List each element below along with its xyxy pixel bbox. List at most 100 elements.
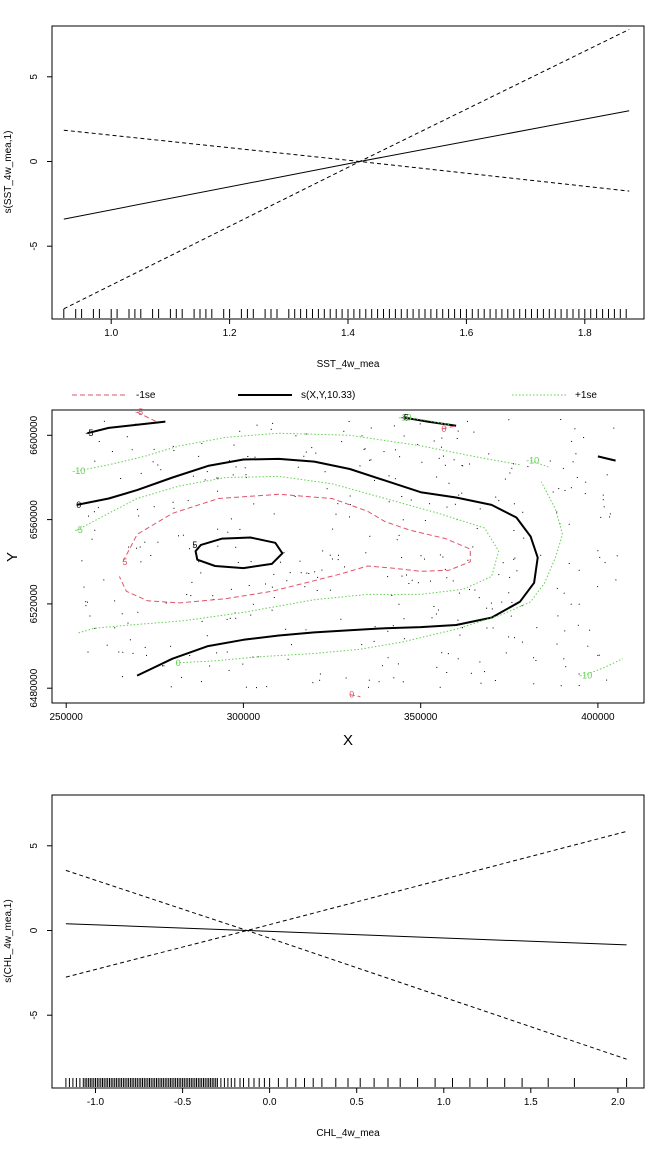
- data-point: [329, 589, 331, 591]
- data-point: [91, 538, 93, 540]
- data-point: [378, 681, 380, 683]
- data-point: [392, 625, 394, 627]
- data-point: [139, 546, 141, 548]
- data-point: [599, 556, 601, 558]
- data-point: [480, 682, 482, 684]
- data-point: [152, 461, 154, 463]
- sst-x-axis-label: SST_4w_mea: [317, 359, 380, 370]
- data-point: [459, 634, 461, 636]
- data-point: [577, 624, 579, 626]
- data-point: [457, 658, 459, 660]
- data-point: [402, 519, 404, 521]
- contour-label: 0: [349, 690, 354, 700]
- data-point: [138, 515, 140, 517]
- data-point: [235, 466, 237, 468]
- data-point: [157, 541, 159, 543]
- contour-label: -5: [85, 428, 93, 438]
- data-point: [324, 471, 326, 473]
- data-point: [317, 576, 319, 578]
- data-point: [420, 555, 422, 557]
- data-point: [170, 645, 172, 647]
- data-point: [578, 569, 580, 571]
- x-tick-label: 400000: [581, 712, 615, 723]
- data-point: [306, 572, 308, 574]
- data-point: [514, 637, 515, 639]
- data-point: [564, 490, 566, 491]
- data-point: [398, 534, 400, 536]
- data-point: [597, 550, 599, 552]
- data-point: [495, 496, 497, 498]
- data-point: [89, 615, 91, 617]
- data-point: [365, 552, 367, 554]
- data-point: [245, 476, 247, 478]
- data-point: [368, 679, 370, 681]
- data-point: [85, 605, 87, 607]
- data-point: [321, 569, 323, 571]
- data-point: [271, 586, 273, 588]
- data-point: [556, 587, 558, 589]
- data-point: [245, 686, 247, 688]
- data-point: [232, 474, 234, 476]
- data-point: [511, 602, 513, 603]
- data-point: [181, 676, 182, 678]
- data-point: [144, 541, 146, 543]
- data-point: [103, 579, 105, 581]
- x-tick-label: 300000: [227, 712, 261, 723]
- data-point: [439, 686, 441, 688]
- data-point: [287, 658, 289, 660]
- data-point: [533, 683, 535, 685]
- data-point: [87, 651, 89, 653]
- contour-label: -5: [75, 525, 83, 535]
- data-point: [585, 481, 587, 483]
- y-tick-label: 5: [29, 843, 40, 849]
- data-point: [265, 583, 266, 585]
- data-point: [510, 615, 512, 617]
- data-point: [189, 548, 190, 550]
- data-point: [254, 456, 256, 458]
- data-point: [172, 445, 174, 447]
- data-point: [417, 582, 419, 584]
- data-point: [387, 630, 389, 632]
- data-point: [250, 614, 252, 616]
- data-point: [201, 620, 203, 622]
- data-point: [270, 428, 272, 430]
- data-point: [305, 629, 307, 631]
- data-point: [558, 488, 560, 490]
- chl-x-axis: -1.0 -0.5 0.0 0.5 1.0 1.5 2.0: [87, 1088, 625, 1108]
- data-point: [98, 441, 100, 442]
- data-point: [403, 618, 405, 620]
- y-tick-label: 0: [29, 158, 40, 164]
- data-point: [170, 686, 172, 688]
- data-point: [383, 451, 385, 453]
- data-point: [217, 477, 219, 479]
- data-point: [565, 666, 567, 668]
- data-point: [206, 635, 208, 637]
- data-point: [349, 495, 351, 497]
- sst-y-axis: -5 0 5: [29, 74, 52, 251]
- panel-chl: -1.0 -0.5 0.0 0.5 1.0 1.5 2.0 -505 CHL_4w_mea …: [3, 794, 645, 1139]
- data-point: [182, 534, 184, 536]
- x-tick-label: 1.8: [578, 328, 592, 339]
- series-lower-line: [63, 28, 630, 310]
- data-point: [514, 557, 516, 559]
- data-point: [536, 627, 538, 629]
- data-point: [560, 685, 562, 687]
- data-point: [349, 504, 351, 506]
- data-point: [454, 503, 456, 505]
- contour-label: -10: [72, 466, 85, 476]
- data-point: [433, 606, 435, 607]
- contour-label: -10: [398, 412, 411, 422]
- contour-plus: [402, 416, 450, 426]
- data-point: [280, 561, 281, 563]
- data-point: [411, 579, 413, 581]
- data-point: [228, 669, 230, 671]
- data-point: [235, 617, 237, 619]
- data-point: [583, 437, 585, 438]
- data-point: [597, 586, 599, 588]
- data-point: [337, 559, 339, 561]
- data-point: [396, 539, 398, 541]
- contour-minus: [441, 425, 457, 430]
- data-point: [256, 424, 258, 426]
- data-point: [216, 477, 218, 479]
- data-point: [245, 474, 247, 476]
